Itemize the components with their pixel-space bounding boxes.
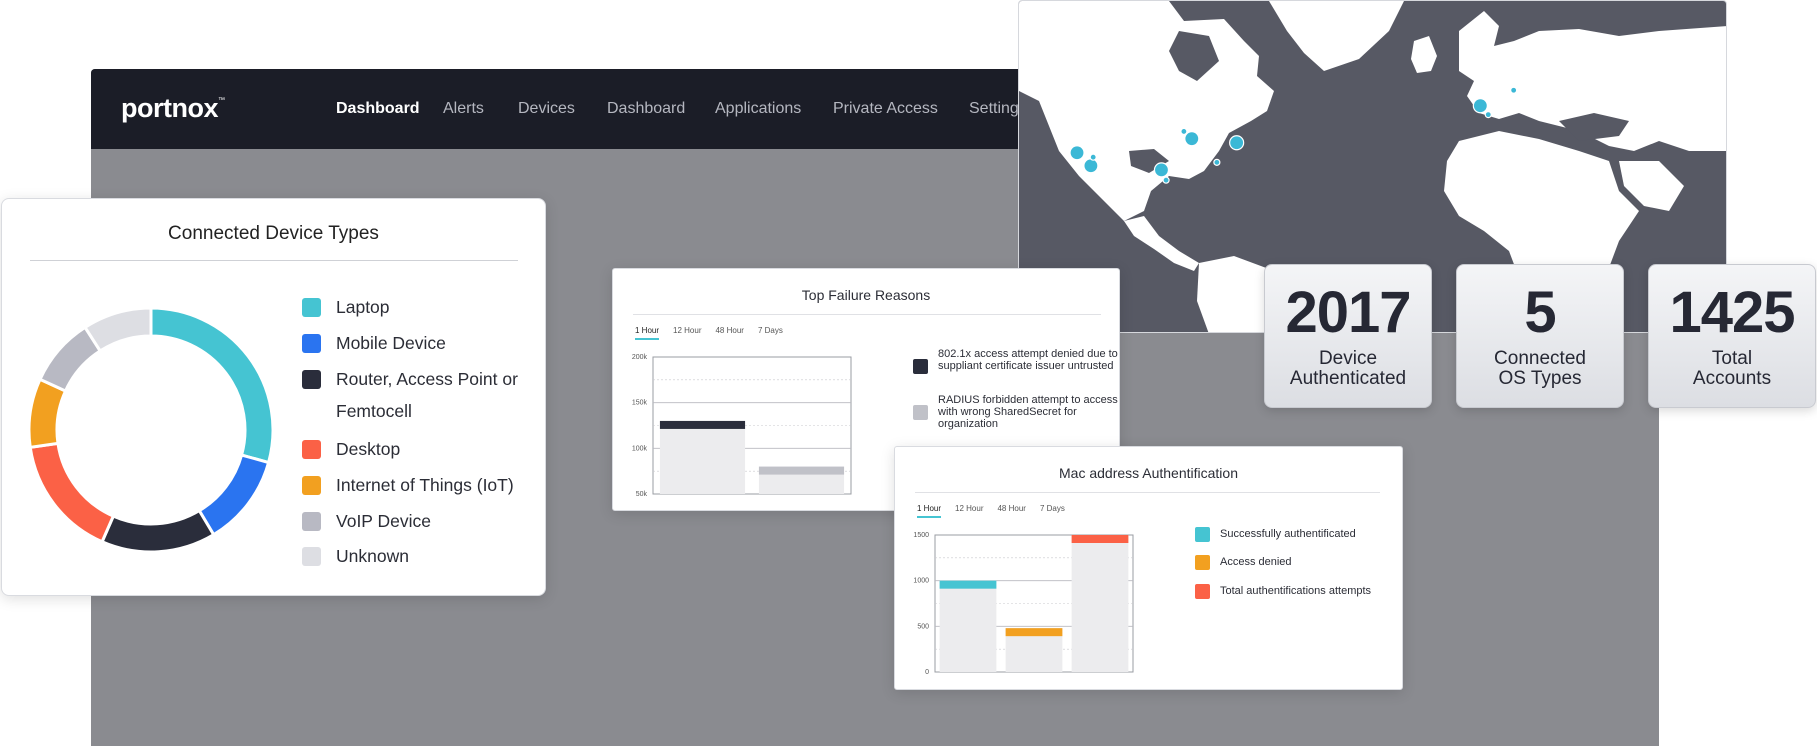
legend-swatch-laptop [302, 298, 321, 317]
tab-1-hour[interactable]: 1 Hour [635, 326, 660, 340]
map-location-dot[interactable] [1472, 98, 1488, 114]
bar-cap [939, 580, 997, 589]
legend-swatch-iot [302, 476, 321, 495]
map-location-dot[interactable] [1069, 145, 1085, 161]
map-location-dot[interactable] [1083, 158, 1099, 174]
tab-7-days[interactable]: 7 Days [757, 326, 783, 335]
stat-label: Connected OS Types [1494, 348, 1586, 389]
legend-swatch [1195, 584, 1210, 599]
map-canvas [1019, 1, 1726, 332]
map-location-dot[interactable] [1089, 153, 1097, 161]
legend-label: Internet of Things (IoT) [336, 475, 514, 495]
legend-swatch-router [302, 370, 321, 389]
map-location-dot[interactable] [1229, 135, 1245, 151]
stat-value: 5 [1524, 280, 1556, 345]
legend-swatch-desktop [302, 440, 321, 459]
y-tick-label: 1000 [913, 578, 929, 585]
bar-cap [1005, 628, 1063, 637]
device-types-donut-chart [27, 306, 275, 554]
legend-swatch-mobile [302, 334, 321, 353]
legend-swatch [1195, 555, 1210, 570]
card-title: Connected Device Types [168, 223, 379, 244]
portnox-logo[interactable]: portnox™ [121, 93, 225, 123]
time-range-tabs: 1 Hour 12 Hour 48 Hour 7 Days [917, 504, 1065, 518]
bar[interactable] [1071, 535, 1129, 672]
y-tick-label: 1500 [913, 532, 929, 539]
bar-cap [758, 466, 845, 475]
map-location-dot[interactable] [1153, 162, 1170, 178]
title-divider [915, 492, 1380, 493]
tab-12-hour[interactable]: 12 Hour [673, 326, 702, 335]
tab-7-days[interactable]: 7 Days [1039, 504, 1065, 513]
legend-label: 802.1x access attempt denied due to supp… [938, 348, 1118, 372]
y-tick-label: 100k [632, 445, 648, 452]
nav-private-access[interactable]: Private Access [833, 100, 938, 117]
y-tick-label: 150k [632, 400, 648, 407]
map-location-dot[interactable] [1510, 86, 1518, 94]
legend-label: Desktop [336, 439, 401, 459]
donut-slice-0[interactable] [149, 306, 275, 465]
map-location-dot[interactable] [1213, 158, 1221, 166]
y-tick-label: 200k [632, 354, 648, 361]
stat-total-accounts: 1425 Total Accounts [1648, 264, 1816, 408]
card-title: Top Failure Reasons [801, 287, 931, 303]
stat-label: Total Accounts [1692, 348, 1772, 389]
tab-48-hour[interactable]: 48 Hour [715, 326, 744, 335]
legend-label: Unknown [336, 546, 409, 566]
map-location-dot[interactable] [1484, 111, 1492, 119]
mac-auth-bar-chart: 1500 1000 500 0 [913, 532, 1134, 676]
legend-label: Access denied [1220, 556, 1292, 568]
legend-label: VoIP Device [336, 511, 432, 531]
tab-12-hour[interactable]: 12 Hour [955, 504, 984, 513]
map-water [1129, 31, 1629, 173]
legend-label: Successfully authentificated [1220, 528, 1356, 540]
nav-dashboard[interactable]: Dashboard [336, 100, 420, 117]
tab-1-hour[interactable]: 1 Hour [917, 504, 942, 518]
legend-label: Total authentifications attempts [1220, 585, 1372, 597]
y-tick-label: 50k [636, 491, 648, 498]
failure-bar-chart: 200k 150k 100k 50k [632, 354, 852, 498]
title-divider [633, 314, 1101, 315]
tab-48-hour[interactable]: 48 Hour [997, 504, 1026, 513]
nav-settings[interactable]: Settings [969, 100, 1027, 117]
time-range-tabs: 1 Hour 12 Hour 48 Hour 7 Days [635, 326, 783, 340]
nav-dashboard-2[interactable]: Dashboard [607, 100, 686, 117]
map-location-dot[interactable] [1162, 176, 1170, 184]
mac-auth-card: Mac address Authentification 1 Hour 12 H… [894, 446, 1403, 690]
stat-device-authenticated: 2017 Device Authenticated [1264, 264, 1432, 408]
map-location-dot[interactable] [1180, 127, 1188, 136]
connected-device-types-card: Connected Device Types Laptop Mobile Dev… [1, 198, 546, 596]
legend-swatch-unknown [302, 547, 321, 566]
legend-label: Mobile Device [336, 333, 446, 353]
legend-label: Laptop [336, 297, 390, 317]
legend-swatch [1195, 527, 1210, 542]
bar[interactable] [659, 420, 746, 494]
stat-connected-os-types: 5 Connected OS Types [1456, 264, 1624, 408]
y-tick-label: 500 [917, 623, 929, 630]
stat-value: 2017 [1285, 280, 1411, 345]
stat-value: 1425 [1669, 280, 1795, 345]
map-location-dot[interactable] [1184, 131, 1200, 147]
stat-label: Device Authenticated [1289, 348, 1407, 389]
donut-slice-6[interactable] [82, 306, 153, 353]
nav-devices[interactable]: Devices [518, 100, 575, 117]
legend-swatch-voip [302, 512, 321, 531]
legend-label: Router, Access Point or Femtocell [336, 369, 518, 421]
donut-slice-3[interactable] [28, 441, 116, 544]
card-title: Mac address Authentification [1059, 465, 1238, 481]
nav-alerts[interactable]: Alerts [443, 100, 484, 117]
legend-label: RADIUS forbidden attempt to access with … [938, 394, 1118, 430]
bar[interactable] [939, 580, 997, 672]
donut-slice-1[interactable] [197, 453, 271, 537]
title-divider [30, 260, 518, 261]
bar-cap [1071, 535, 1129, 543]
bar-cap [659, 420, 746, 429]
donut-slice-2[interactable] [100, 508, 216, 554]
nav-applications[interactable]: Applications [715, 100, 802, 117]
y-tick-label: 0 [925, 669, 929, 676]
legend-swatch [913, 405, 928, 420]
legend-swatch [913, 359, 928, 374]
map-dots [1069, 86, 1518, 184]
